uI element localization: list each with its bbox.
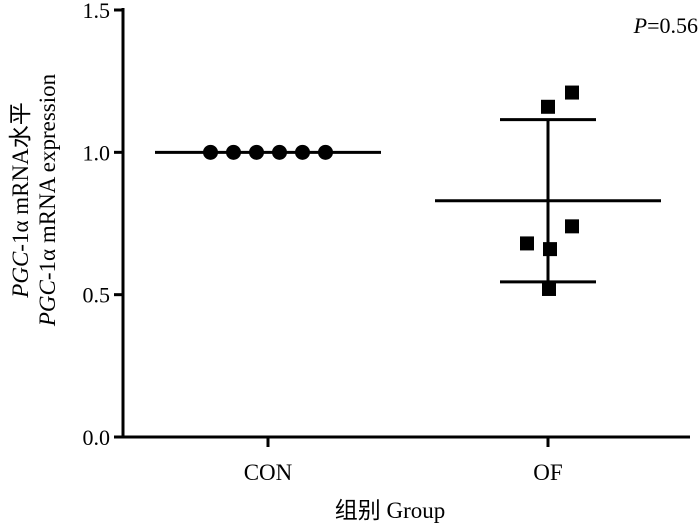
of-point-4 xyxy=(565,219,579,234)
con-point-0 xyxy=(203,144,218,160)
con-point-2 xyxy=(249,144,264,160)
of-point-0 xyxy=(541,99,555,114)
y-ticks: 0.0 0.5 1.0 1.5 xyxy=(83,0,123,450)
con-point-1 xyxy=(226,144,241,160)
con-point-5 xyxy=(318,144,333,160)
data-points xyxy=(203,85,579,296)
y-tick-label-0: 0.0 xyxy=(83,425,111,450)
of-point-3 xyxy=(543,242,557,257)
con-point-4 xyxy=(295,144,310,160)
p-value-annotation: P=0.56 xyxy=(633,13,698,38)
y-tick-label-1: 0.5 xyxy=(83,283,111,308)
x-tick-label-of: OF xyxy=(533,460,562,485)
y-axis-title-line2: PGC-1α mRNA expression xyxy=(35,73,60,327)
of-point-5 xyxy=(542,281,556,296)
con-point-3 xyxy=(272,144,287,160)
x-ticks: CON OF xyxy=(244,437,563,485)
y-tick-label-3: 1.5 xyxy=(83,0,111,23)
of-point-2 xyxy=(520,236,534,251)
y-axis-title-line1: PGC-1α mRNA水平 xyxy=(8,102,33,298)
axes xyxy=(121,8,690,439)
of-point-1 xyxy=(565,85,579,100)
summary-bars xyxy=(155,118,661,284)
x-axis-title: 组别 Group xyxy=(335,498,446,523)
x-tick-label-con: CON xyxy=(244,460,293,485)
y-tick-label-2: 1.0 xyxy=(83,140,111,165)
